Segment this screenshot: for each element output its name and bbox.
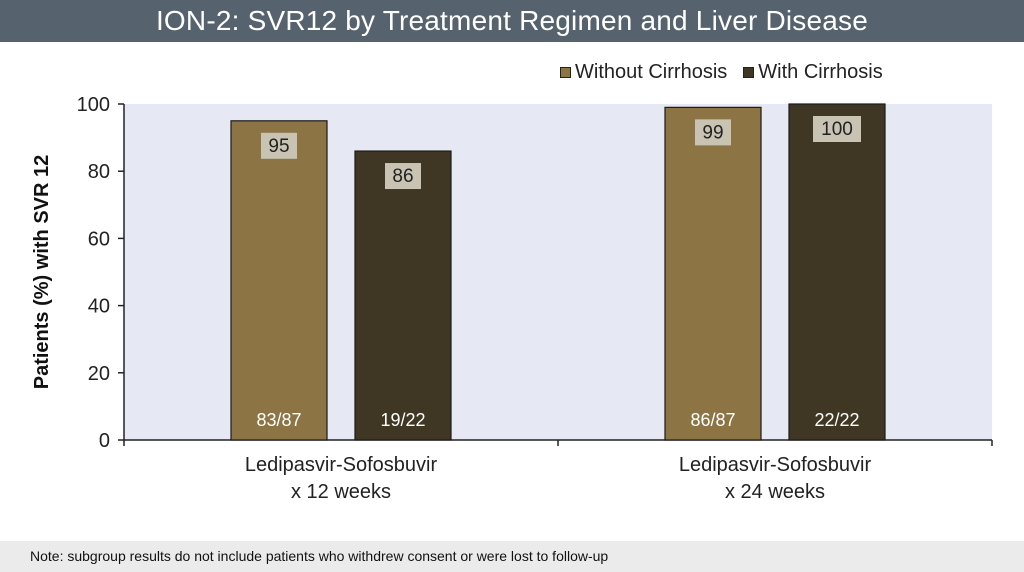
y-tick-label: 60 (88, 228, 110, 250)
x-category-label: Ledipasvir-Sofosbuvir (679, 454, 872, 476)
bar-without-cirrhosis (664, 106, 762, 441)
chart-legend: Without Cirrhosis With Cirrhosis (560, 60, 899, 84)
y-axis-label: Patients (%) with SVR 12 (31, 155, 53, 390)
y-tick-label: 100 (77, 94, 110, 116)
value-label: 99 (702, 122, 723, 143)
value-label-box (385, 163, 421, 190)
bar-with-cirrhosis (788, 103, 886, 441)
fraction-label: 83/87 (256, 410, 301, 430)
y-tick-label: 80 (88, 161, 110, 183)
fraction-label: 86/87 (690, 410, 735, 430)
legend-item-without-cirrhosis: Without Cirrhosis (560, 61, 727, 84)
value-label: 100 (821, 119, 853, 140)
value-label: 95 (268, 136, 289, 157)
legend-item-with-cirrhosis: With Cirrhosis (743, 60, 883, 84)
title-bar: ION-2: SVR12 by Treatment Regimen and Li… (0, 0, 1024, 42)
bar-chart: 0 20 40 60 80 100 Patients (%) with SVR 12 95 83… (31, 94, 993, 503)
legend-label-with-cirrhosis: With Cirrhosis (758, 60, 883, 83)
value-label-box (695, 119, 731, 146)
bar-with-cirrhosis (354, 150, 452, 441)
legend-label-without-cirrhosis: Without Cirrhosis (575, 60, 728, 83)
footnote: Note: subgroup results do not include pa… (0, 541, 1024, 572)
y-tick-label: 20 (88, 363, 110, 385)
legend-swatch-with-cirrhosis (743, 66, 755, 78)
page-title: ION-2: SVR12 by Treatment Regimen and Li… (155, 5, 869, 36)
y-tick-label: 0 (99, 430, 110, 452)
legend-swatch-without-cirrhosis (560, 66, 571, 78)
fraction-label: 22/22 (814, 410, 859, 430)
y-tick-label: 40 (88, 296, 110, 318)
fraction-label: 19/22 (380, 410, 425, 430)
x-category-label: Ledipasvir-Sofosbuvir (245, 454, 438, 476)
value-label-box (261, 132, 297, 159)
x-category-label: x 24 weeks (725, 481, 825, 503)
bar-without-cirrhosis (230, 120, 328, 441)
x-category-label: x 12 weeks (291, 481, 391, 503)
value-label: 86 (392, 166, 413, 187)
value-label-box (813, 116, 861, 142)
